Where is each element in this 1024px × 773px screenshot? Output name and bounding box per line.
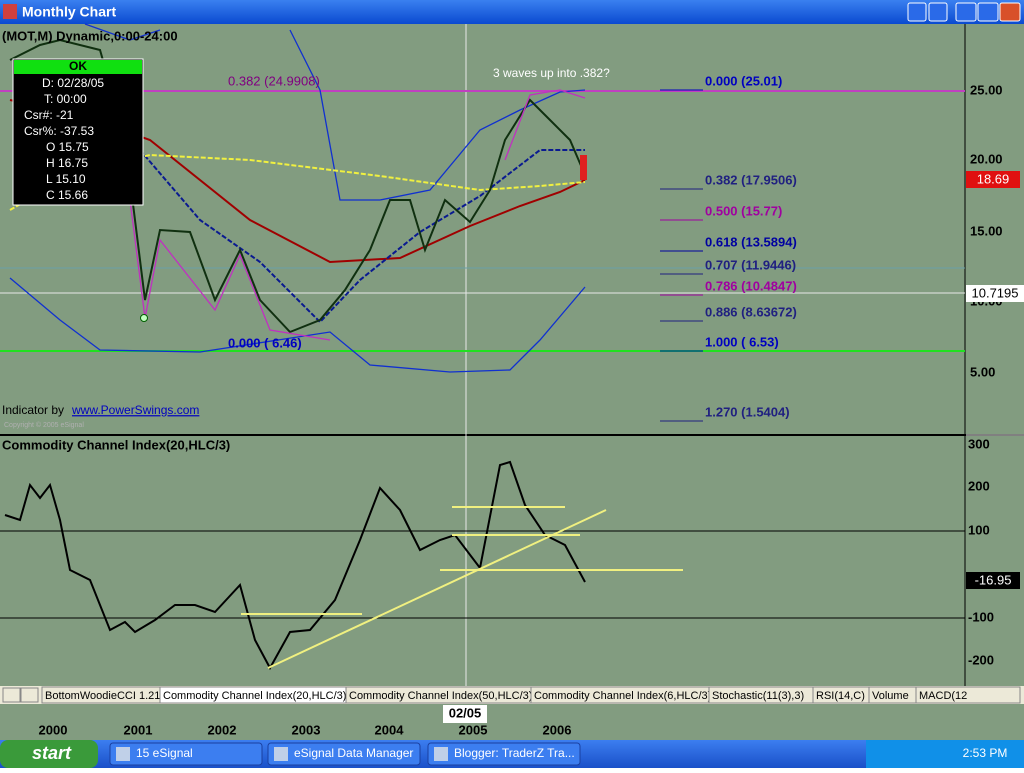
year-label: 2004	[375, 722, 405, 737]
year-label: 2001	[124, 722, 153, 737]
date-box	[443, 705, 487, 723]
fib-label: 0.000 ( 6.46)	[228, 335, 302, 350]
info-line: O 15.75	[46, 140, 89, 154]
info-line: Csr%: -37.53	[24, 124, 94, 138]
cursor-price: 10.7195	[972, 285, 1019, 300]
year-label: 2002	[208, 722, 237, 737]
start-label: start	[32, 743, 72, 763]
fib-label: 1.270 (1.5404)	[705, 404, 790, 419]
cci-tick-label: 200	[968, 478, 990, 493]
tab-label: Commodity Channel Index(6,HLC/3)	[534, 690, 711, 702]
task-label: eSignal Data Manager	[294, 746, 413, 760]
task-button[interactable]	[427, 742, 581, 766]
cursor-date: 02/05	[449, 705, 482, 720]
info-line: D: 02/28/05	[42, 76, 104, 90]
title-bar	[0, 0, 1024, 24]
info-line: H 16.75	[46, 156, 88, 170]
cci-line	[4, 460, 586, 671]
zigzag	[504, 89, 586, 161]
indicator-link[interactable]: www.PowerSwings.com	[71, 403, 199, 417]
task-label: Blogger: TraderZ Tra...	[454, 746, 575, 760]
symbol-label: (MOT,M) Dynamic,0:00-24:00	[2, 28, 178, 43]
fib-label: 0.500 (15.77)	[705, 203, 782, 218]
tab-scroll[interactable]	[20, 687, 39, 703]
fib-label: 0.886 (8.63672)	[705, 304, 797, 319]
cci-tick-label: -200	[968, 652, 994, 667]
cci-box	[966, 572, 1020, 589]
task-icon	[274, 747, 288, 761]
copyright: Copyright © 2005 eSignal	[4, 421, 84, 429]
window-title: Monthly Chart	[22, 4, 116, 20]
fib-label: 0.707 (11.9446)	[705, 257, 796, 272]
band-line	[84, 23, 161, 41]
band-line	[9, 277, 586, 373]
task-button[interactable]	[109, 742, 263, 766]
fib-label: 0.618 (13.5894)	[705, 234, 797, 249]
moving-average	[139, 149, 585, 324]
fib-label: 1.000 ( 6.53)	[705, 334, 779, 349]
indicator-credit: Indicator by	[2, 403, 64, 417]
tab-label: RSI(14,C)	[816, 690, 865, 702]
task-button[interactable]	[267, 742, 421, 766]
tab-label: Volume	[872, 690, 909, 702]
cci-last: -16.95	[975, 572, 1012, 587]
cci-tick-label: 300	[968, 436, 990, 451]
year-label: 2006	[543, 722, 572, 737]
cci-tick-label: 100	[968, 522, 990, 537]
tab-scroll[interactable]	[2, 687, 21, 703]
info-line: C 15.66	[46, 188, 88, 202]
cci-title: Commodity Channel Index(20,HLC/3)	[2, 437, 230, 452]
price-tick-label: 15.00	[970, 223, 1003, 238]
chart-area	[0, 24, 1024, 686]
trendlines	[241, 506, 683, 669]
tab-label: BottomWoodieCCI 1.21	[45, 690, 160, 702]
year-label: 2003	[292, 722, 321, 737]
fib-label: 0.786 (10.4847)	[705, 278, 797, 293]
fib-label: 0.382 (24.9908)	[228, 73, 320, 88]
info-box	[12, 58, 144, 206]
annotation: 3 waves up into .382?	[493, 66, 610, 80]
fib-label: 0.000 (25.01)	[705, 73, 782, 88]
price-tick-label: 5.00	[970, 364, 995, 379]
info-line: T: 00:00	[44, 92, 87, 106]
task-icon	[434, 747, 448, 761]
price-tick-label: 20.00	[970, 151, 1003, 166]
candle	[580, 155, 587, 180]
marker	[140, 314, 148, 322]
tab-label: Stochastic(11(3),3)	[712, 690, 804, 702]
x-axis-area	[0, 704, 1024, 740]
last-price: 18.69	[977, 171, 1010, 186]
price-box	[966, 171, 1020, 188]
task-label: 15 eSignal	[136, 746, 193, 760]
price-tick-label: 25.00	[970, 82, 1003, 97]
tab[interactable]	[915, 686, 1021, 704]
info-line: Csr#: -21	[24, 108, 74, 122]
year-label: 2005	[459, 722, 488, 737]
window-buttons[interactable]	[907, 2, 1021, 22]
clock: 2:53 PM	[963, 746, 1008, 760]
info-header-text: OK	[69, 59, 87, 73]
fib-label: 0.382 (17.9506)	[705, 172, 797, 187]
info-line: L 15.10	[46, 172, 86, 186]
cci-tick-label: -100	[968, 609, 994, 624]
tab-label: Commodity Channel Index(20,HLC/3)	[163, 690, 346, 702]
tray	[866, 740, 1024, 768]
band-line	[289, 29, 586, 201]
start-button[interactable]	[0, 740, 98, 768]
app-icon	[3, 4, 17, 19]
price-box	[966, 285, 1024, 302]
year-label: 2000	[39, 722, 68, 737]
tab-label: Commodity Channel Index(50,HLC/3)	[349, 690, 532, 702]
info-header	[14, 60, 142, 74]
task-icon	[116, 747, 130, 761]
tab-label: MACD(12	[919, 690, 967, 702]
